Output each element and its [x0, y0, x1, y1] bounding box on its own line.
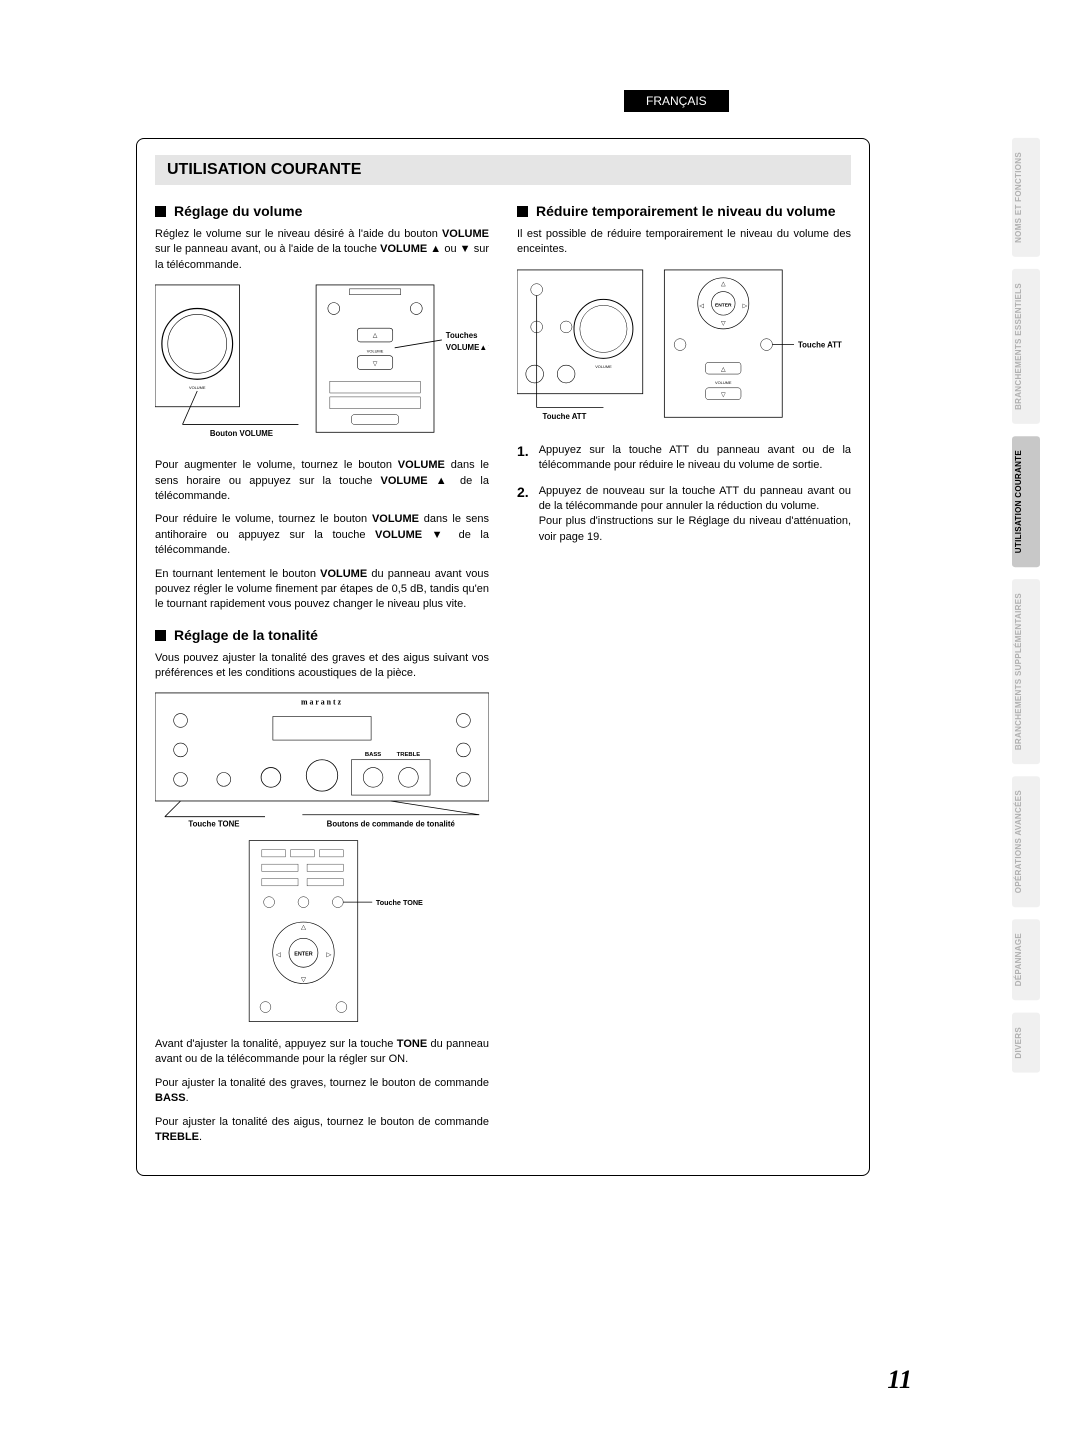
- paragraph: Pour ajuster la tonalité des aigus, tour…: [155, 1115, 489, 1146]
- tab-utilisation-courante[interactable]: UTILISATION COURANTE: [1012, 436, 1040, 567]
- step-list: 1. Appuyez sur la touche ATT du panneau …: [517, 443, 851, 545]
- svg-text:▽: ▽: [721, 321, 726, 327]
- paragraph: Pour augmenter le volume, tournez le bou…: [155, 458, 489, 504]
- tab-operations-avancees[interactable]: OPÉRATIONS AVANCÉES: [1012, 776, 1040, 907]
- svg-text:▽: ▽: [721, 392, 726, 398]
- square-bullet-icon: [155, 206, 166, 217]
- svg-text:△: △: [721, 281, 726, 287]
- page-content: UTILISATION COURANTE Réglage du volume R…: [136, 138, 870, 1176]
- svg-text:Touche ATT: Touche ATT: [543, 412, 587, 421]
- svg-text:▷: ▷: [327, 951, 332, 958]
- right-column: Réduire temporairement le niveau du volu…: [503, 203, 851, 1153]
- svg-text:VOLUME: VOLUME: [595, 364, 612, 369]
- paragraph: Vous pouvez ajuster la tonalité des grav…: [155, 651, 489, 682]
- heading-att: Réduire temporairement le niveau du volu…: [517, 203, 851, 219]
- step-number: 1.: [517, 443, 529, 474]
- svg-text:△: △: [373, 333, 378, 339]
- left-column: Réglage du volume Réglez le volume sur l…: [155, 203, 503, 1153]
- paragraph: Pour ajuster la tonalité des graves, tou…: [155, 1076, 489, 1107]
- svg-text:Touches: Touches: [446, 331, 478, 340]
- svg-text:Touche TONE: Touche TONE: [376, 898, 423, 907]
- paragraph: En tournant lentement le bouton VOLUME d…: [155, 567, 489, 613]
- heading-volume: Réglage du volume: [155, 203, 489, 219]
- svg-text:VOLUME: VOLUME: [715, 380, 732, 385]
- heading-text: Réglage de la tonalité: [174, 627, 318, 643]
- svg-text:ENTER: ENTER: [715, 302, 732, 308]
- square-bullet-icon: [517, 206, 528, 217]
- svg-text:Touche TONE: Touche TONE: [188, 820, 239, 827]
- svg-text:△: △: [301, 924, 306, 931]
- tab-branchements-essentiels[interactable]: BRANCHEMENTS ESSENTIELS: [1012, 269, 1040, 424]
- list-item: 1. Appuyez sur la touche ATT du panneau …: [517, 443, 851, 474]
- svg-text:VOLUME: VOLUME: [367, 349, 384, 354]
- tab-branchements-supp[interactable]: BRANCHEMENTS SUPPLÉMENTAIRES: [1012, 579, 1040, 764]
- svg-text:Boutons de commande de tonalit: Boutons de commande de tonalité: [327, 820, 456, 827]
- svg-text:Bouton VOLUME: Bouton VOLUME: [210, 429, 273, 438]
- svg-text:◁: ◁: [699, 303, 704, 309]
- tab-divers[interactable]: DIVERS: [1012, 1013, 1040, 1073]
- section-title: UTILISATION COURANTE: [155, 155, 851, 185]
- square-bullet-icon: [155, 630, 166, 641]
- svg-text:BASS: BASS: [365, 752, 381, 758]
- svg-text:marantz: marantz: [301, 698, 343, 707]
- svg-text:VOLUME▲▼: VOLUME▲▼: [446, 343, 489, 352]
- side-tabs: NOMS ET FONCTIONS BRANCHEMENTS ESSENTIEL…: [1012, 138, 1040, 1072]
- figure-front-tone: marantz: [155, 689, 489, 827]
- svg-text:▽: ▽: [301, 977, 306, 984]
- svg-text:TREBLE: TREBLE: [397, 752, 421, 758]
- svg-text:△: △: [721, 367, 726, 373]
- paragraph: Pour réduire le volume, tournez le bouto…: [155, 512, 489, 558]
- paragraph: Réglez le volume sur le niveau désiré à …: [155, 227, 489, 273]
- svg-text:▷: ▷: [743, 303, 748, 309]
- tab-noms[interactable]: NOMS ET FONCTIONS: [1012, 138, 1040, 257]
- svg-text:Touche ATT: Touche ATT: [798, 340, 842, 349]
- svg-text:▽: ▽: [373, 362, 378, 368]
- figure-volume: VOLUME Bouton VOLUME △ VOLUME ▽: [155, 281, 489, 448]
- figure-att: VOLUME Touche ATT ENTER △ ▽ ◁ ▷: [517, 266, 851, 433]
- svg-text:ENTER: ENTER: [295, 951, 313, 957]
- tab-depannage[interactable]: DÉPANNAGE: [1012, 919, 1040, 1000]
- heading-text: Réduire temporairement le niveau du volu…: [536, 203, 836, 219]
- svg-text:◁: ◁: [276, 951, 281, 958]
- language-badge: FRANÇAIS: [624, 90, 729, 112]
- list-item: 2. Appuyez de nouveau sur la touche ATT …: [517, 484, 851, 546]
- heading-text: Réglage du volume: [174, 203, 302, 219]
- paragraph: Avant d'ajuster la tonalité, appuyez sur…: [155, 1037, 489, 1068]
- paragraph: Il est possible de réduire temporairemen…: [517, 227, 851, 258]
- heading-tonalite: Réglage de la tonalité: [155, 627, 489, 643]
- page-number: 11: [887, 1365, 912, 1395]
- figure-remote-tone: Touche TONE ENTER △ ▽ ◁ ▷: [155, 837, 489, 1027]
- step-number: 2.: [517, 484, 529, 546]
- svg-text:VOLUME: VOLUME: [189, 385, 206, 390]
